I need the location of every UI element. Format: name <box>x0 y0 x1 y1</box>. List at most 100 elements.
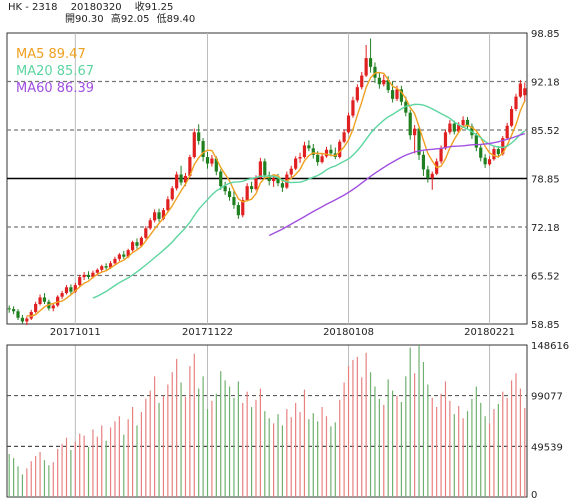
candle-body <box>148 220 152 229</box>
candle-body <box>452 123 456 132</box>
candle-body <box>51 305 55 309</box>
candle-body <box>205 157 210 164</box>
candle-body <box>183 175 188 183</box>
high-price: 高92.05 <box>110 14 150 25</box>
candle-body <box>267 175 271 182</box>
candle-body <box>509 109 514 126</box>
candle-body <box>276 178 280 184</box>
x-tick-label: 20171122 <box>182 327 233 338</box>
candle-body <box>38 297 42 304</box>
candle-body <box>263 161 267 176</box>
low-price: 低89.40 <box>156 14 196 25</box>
candle-body <box>439 148 443 162</box>
candle-body <box>139 237 144 246</box>
candle-body <box>201 141 205 158</box>
y-tick-label: 72.18 <box>531 223 560 234</box>
candle-body <box>144 228 148 238</box>
candle-body <box>82 274 86 278</box>
y-tick-label: 98.85 <box>531 29 560 40</box>
y-tick-label: 78.85 <box>531 175 560 186</box>
candle-body <box>390 90 395 99</box>
candle-body <box>170 188 174 200</box>
candle-body <box>382 79 386 85</box>
candle-body <box>404 101 408 113</box>
candle-body <box>100 266 104 270</box>
candle-body <box>232 197 236 206</box>
candle-body <box>346 115 351 133</box>
quote-header: HK - 2318 20180320 收91.25 開90.30 高92.05 … <box>8 2 205 26</box>
candle-body <box>386 79 390 91</box>
candle-body <box>338 141 342 158</box>
ma5-line <box>26 71 526 317</box>
candle-body <box>320 156 324 163</box>
candle-body <box>236 205 240 216</box>
candle-body <box>12 309 16 312</box>
candle-body <box>29 311 33 319</box>
candle-body <box>108 263 113 268</box>
candle-body <box>179 174 183 183</box>
candle-body <box>514 96 518 110</box>
legend-ma20: MA20 85.67 <box>16 64 94 79</box>
candle-body <box>73 285 77 292</box>
candle-body <box>448 123 452 133</box>
candle-body <box>210 158 214 164</box>
candle-body <box>64 287 69 294</box>
y-tick-label: 85.52 <box>531 126 560 137</box>
candle-body <box>413 128 417 136</box>
candle-body <box>470 126 474 136</box>
candle-body <box>20 317 25 322</box>
candle-body <box>153 212 157 221</box>
candle-body <box>7 308 11 310</box>
candle-body <box>91 272 95 278</box>
y-tick-label: 92.18 <box>531 78 560 89</box>
price-panel: 20171011 20171122 20180108 20180221 98.85 92.… <box>6 29 560 497</box>
candle-body <box>408 112 412 136</box>
candle-body <box>417 128 421 155</box>
quote-date: 20180320 <box>70 2 122 13</box>
candle-body <box>86 274 91 278</box>
candle-body <box>316 154 320 163</box>
candle-body <box>249 186 254 190</box>
candle-body <box>42 297 47 302</box>
y-tick-label: 58.85 <box>531 320 560 331</box>
candle-body <box>254 178 258 190</box>
candle-body <box>426 169 430 179</box>
volume-plot-frame <box>6 344 528 498</box>
legend-ma60: MA60 86.39 <box>16 81 94 96</box>
candle-body <box>461 119 465 126</box>
ma20-line <box>92 103 526 299</box>
candle-body <box>126 250 130 257</box>
candle-body <box>214 158 218 172</box>
candle-body <box>443 132 448 149</box>
candle-body <box>329 149 333 154</box>
candle-body <box>60 293 64 297</box>
candle-body <box>457 125 461 132</box>
candle-body <box>474 135 478 148</box>
candle-body <box>223 186 227 192</box>
candle-body <box>34 303 38 312</box>
candle-body <box>342 132 346 142</box>
candle-body <box>355 87 359 101</box>
candle-body <box>219 171 223 187</box>
candle-body <box>258 161 262 179</box>
candle-body <box>104 266 108 268</box>
volume-tick-label: 49539 <box>531 442 563 453</box>
candle-body <box>272 178 276 182</box>
volume-tick-label: 99077 <box>531 392 563 403</box>
candle-body <box>245 186 249 200</box>
candle-body <box>166 199 170 211</box>
candle-body <box>399 89 404 102</box>
candle-body <box>395 89 399 99</box>
candle-body <box>302 145 307 158</box>
candle-body <box>368 58 373 67</box>
candle-body <box>175 174 179 189</box>
candle-body <box>465 119 470 127</box>
candle-body <box>501 138 505 155</box>
candle-body <box>188 157 192 176</box>
volume-tick-label: 0 <box>531 490 537 501</box>
candle-body <box>377 77 381 85</box>
candle-body <box>25 318 29 322</box>
candle-body <box>324 149 329 157</box>
